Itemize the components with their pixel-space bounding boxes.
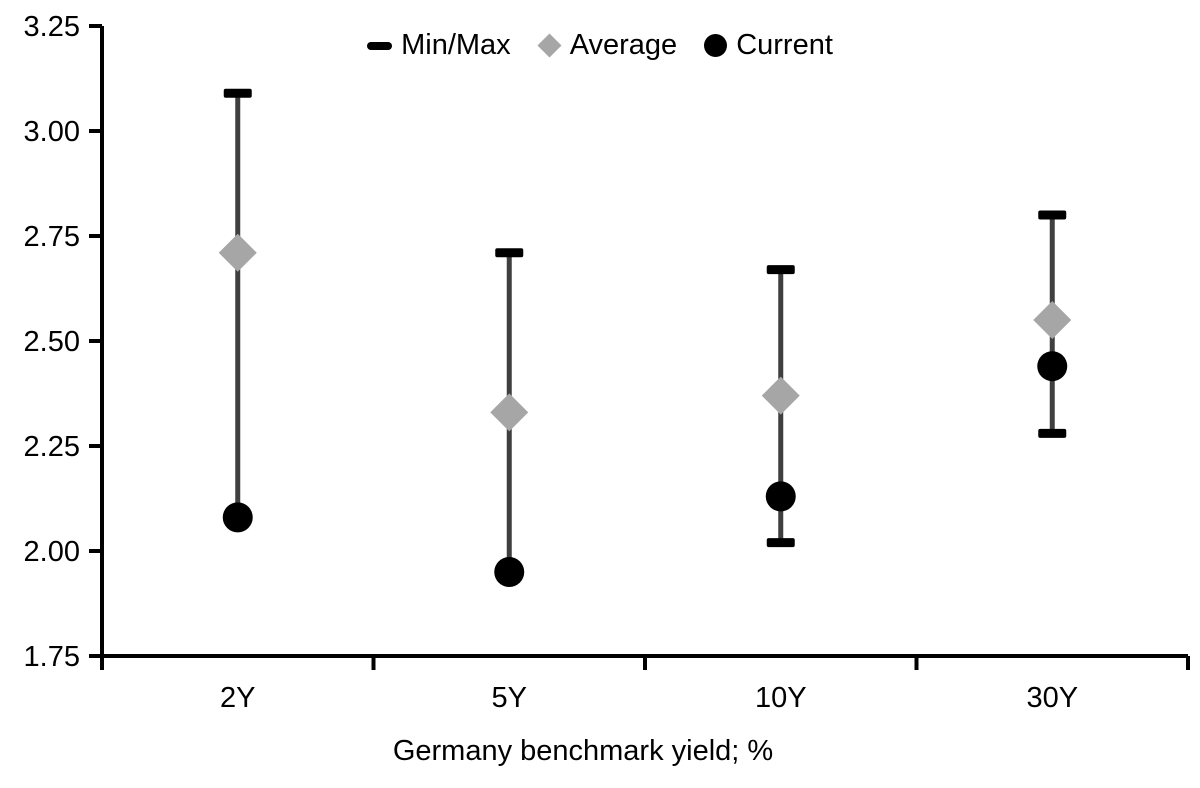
legend-label-average: Average — [569, 29, 678, 61]
current-marker — [222, 502, 253, 533]
x-tick-label: 10Y — [755, 682, 807, 714]
y-tick-label: 2.00 — [24, 536, 80, 568]
y-tick-label: 1.75 — [24, 641, 80, 673]
legend-label-current: Current — [736, 29, 833, 61]
x-axis-title: Germany benchmark yield; % — [393, 735, 773, 767]
max-cap — [766, 265, 795, 275]
max-cap — [1038, 210, 1067, 220]
min-cap — [766, 538, 795, 548]
legend-item-average: Average — [537, 29, 678, 61]
legend: Min/Max Average Current — [0, 31, 1200, 60]
average-diamond-icon — [537, 33, 562, 58]
y-tick-label: 2.75 — [24, 221, 80, 253]
legend-item-minmax: Min/Max — [367, 31, 511, 60]
max-cap — [223, 88, 252, 98]
y-tick-label: 2.50 — [24, 326, 80, 358]
average-marker — [490, 393, 529, 432]
min-cap — [1038, 428, 1067, 438]
max-cap — [495, 248, 524, 258]
x-tick-label: 5Y — [492, 682, 527, 714]
average-marker — [761, 376, 800, 415]
minmax-dash-icon — [367, 41, 393, 50]
current-marker — [494, 557, 525, 587]
x-tick-label: 2Y — [220, 682, 255, 714]
average-marker — [1033, 301, 1072, 339]
current-circle-icon — [704, 34, 728, 57]
current-marker — [765, 481, 796, 512]
x-tick-label: 30Y — [1026, 682, 1078, 714]
average-marker — [218, 233, 257, 272]
legend-label-minmax: Min/Max — [401, 29, 511, 61]
legend-item-current: Current — [704, 31, 833, 60]
y-tick-label: 2.25 — [24, 431, 80, 463]
current-marker — [1037, 351, 1068, 382]
y-tick-label: 3.25 — [24, 11, 80, 43]
y-tick-label: 3.00 — [24, 116, 80, 148]
